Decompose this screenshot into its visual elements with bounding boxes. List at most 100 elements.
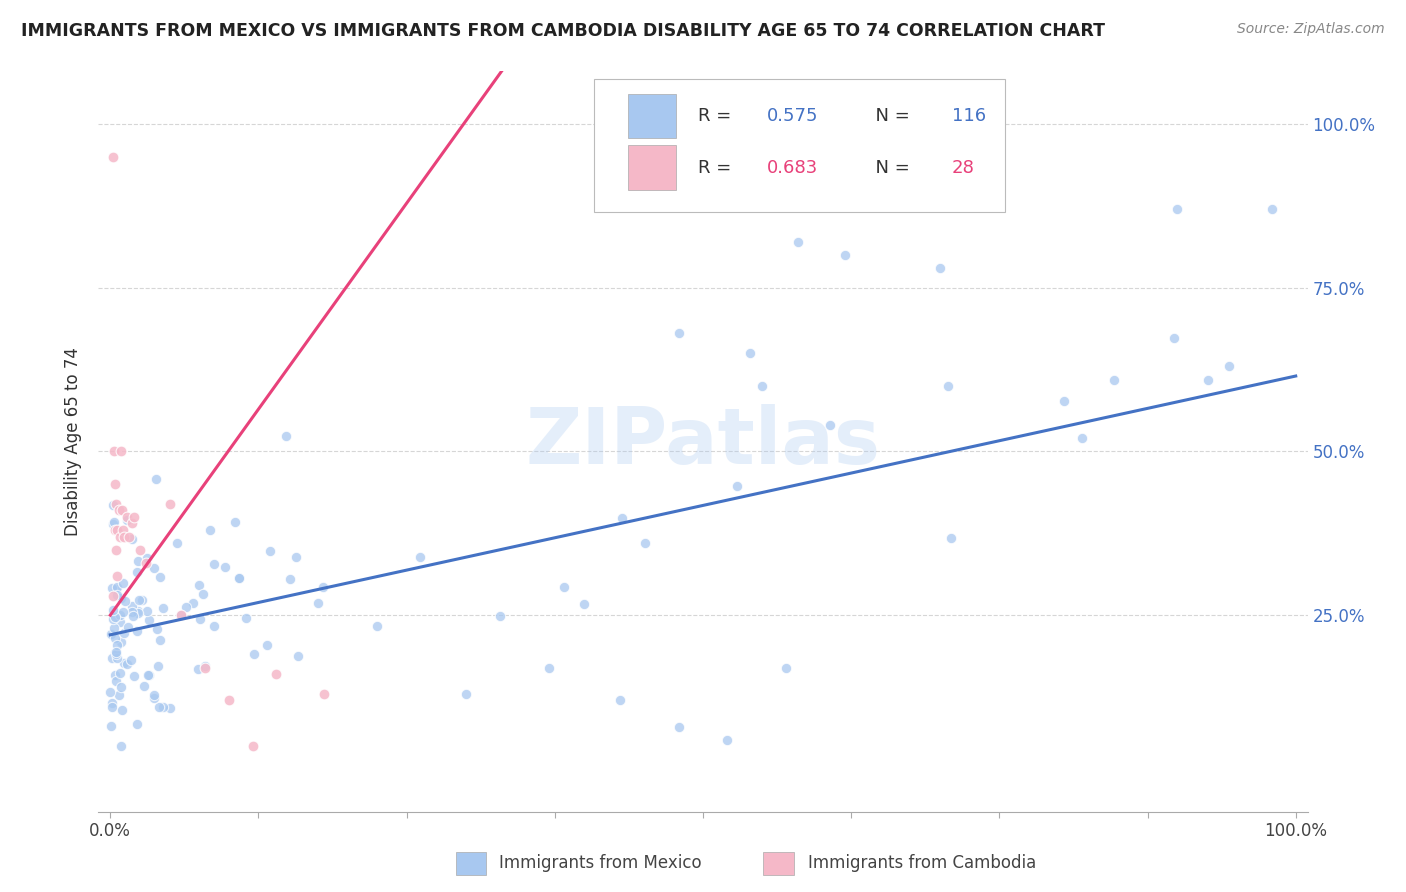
Text: R =: R = bbox=[699, 107, 737, 125]
Point bbox=[112, 576, 135, 591]
Point bbox=[148, 632, 170, 647]
Point bbox=[159, 497, 181, 511]
Point bbox=[834, 248, 856, 262]
Point bbox=[101, 612, 124, 626]
Point bbox=[668, 720, 690, 734]
Text: IMMIGRANTS FROM MEXICO VS IMMIGRANTS FROM CAMBODIA DISABILITY AGE 65 TO 74 CORRE: IMMIGRANTS FROM MEXICO VS IMMIGRANTS FRO… bbox=[21, 22, 1105, 40]
Point bbox=[193, 587, 215, 601]
Point bbox=[138, 614, 160, 628]
Point bbox=[143, 561, 166, 575]
Point bbox=[104, 477, 127, 491]
Point bbox=[105, 542, 128, 557]
Point bbox=[264, 667, 287, 681]
Point bbox=[152, 601, 174, 615]
Point bbox=[121, 599, 143, 614]
Point bbox=[101, 650, 124, 665]
Point bbox=[146, 622, 169, 636]
Point bbox=[111, 703, 134, 717]
Point bbox=[104, 631, 127, 645]
Point bbox=[104, 646, 127, 660]
Text: 0.575: 0.575 bbox=[768, 107, 818, 125]
Point bbox=[125, 624, 148, 638]
Point bbox=[307, 596, 329, 610]
Point bbox=[143, 690, 166, 705]
Point bbox=[276, 428, 298, 442]
Point bbox=[166, 536, 188, 550]
Point bbox=[159, 701, 181, 715]
Y-axis label: Disability Age 65 to 74: Disability Age 65 to 74 bbox=[65, 347, 83, 536]
Point bbox=[112, 626, 135, 640]
Point bbox=[366, 619, 388, 633]
Point bbox=[609, 693, 631, 707]
Point bbox=[121, 605, 143, 619]
Point bbox=[105, 638, 128, 652]
Point bbox=[1053, 394, 1076, 409]
Point bbox=[115, 513, 138, 527]
Text: N =: N = bbox=[863, 107, 915, 125]
Point bbox=[135, 604, 157, 618]
Point bbox=[110, 739, 132, 753]
Point bbox=[202, 557, 225, 571]
Point bbox=[936, 378, 959, 392]
Point bbox=[285, 549, 308, 564]
Point bbox=[187, 662, 209, 676]
Point bbox=[127, 607, 149, 621]
Point bbox=[136, 667, 159, 681]
Point bbox=[105, 588, 128, 602]
Point bbox=[127, 565, 149, 579]
Point bbox=[108, 689, 131, 703]
Point bbox=[127, 604, 149, 618]
Point bbox=[105, 645, 128, 659]
Point bbox=[152, 699, 174, 714]
Point bbox=[114, 594, 136, 608]
Point bbox=[939, 531, 962, 545]
Point bbox=[122, 509, 145, 524]
Point bbox=[1166, 202, 1188, 216]
Point bbox=[818, 418, 841, 433]
Point bbox=[740, 346, 762, 360]
Point bbox=[120, 653, 142, 667]
Point bbox=[105, 651, 128, 665]
Point bbox=[170, 608, 193, 623]
Point bbox=[610, 511, 633, 525]
Point bbox=[121, 516, 143, 531]
Point bbox=[188, 612, 211, 626]
Point bbox=[117, 657, 139, 672]
Point bbox=[1163, 330, 1185, 344]
Point bbox=[170, 608, 193, 623]
Point bbox=[218, 693, 240, 707]
Point bbox=[143, 689, 166, 703]
Point bbox=[112, 656, 135, 670]
Point bbox=[110, 680, 132, 694]
Point bbox=[112, 605, 135, 619]
Point bbox=[312, 580, 335, 594]
Point bbox=[725, 479, 748, 493]
Point bbox=[256, 638, 278, 652]
Point bbox=[100, 685, 122, 699]
Point bbox=[1197, 372, 1219, 386]
Point bbox=[110, 635, 132, 649]
Text: Immigrants from Cambodia: Immigrants from Cambodia bbox=[808, 855, 1036, 872]
Point bbox=[235, 611, 257, 625]
Point bbox=[122, 669, 145, 683]
Point bbox=[114, 530, 136, 544]
FancyBboxPatch shape bbox=[628, 94, 676, 138]
Point bbox=[108, 608, 131, 623]
Text: N =: N = bbox=[863, 159, 915, 177]
Point bbox=[105, 523, 128, 537]
Point bbox=[135, 556, 157, 570]
Point bbox=[214, 560, 236, 574]
Point bbox=[100, 627, 122, 641]
Point bbox=[198, 523, 221, 537]
Point bbox=[108, 530, 131, 544]
Text: R =: R = bbox=[699, 159, 737, 177]
Text: ZIPatlas: ZIPatlas bbox=[526, 403, 880, 480]
Point bbox=[105, 647, 128, 661]
Point bbox=[1102, 373, 1125, 387]
Point bbox=[174, 600, 197, 615]
Point bbox=[103, 621, 125, 635]
FancyBboxPatch shape bbox=[628, 145, 676, 190]
Point bbox=[1218, 359, 1240, 374]
Point bbox=[194, 660, 217, 674]
Point bbox=[104, 668, 127, 682]
